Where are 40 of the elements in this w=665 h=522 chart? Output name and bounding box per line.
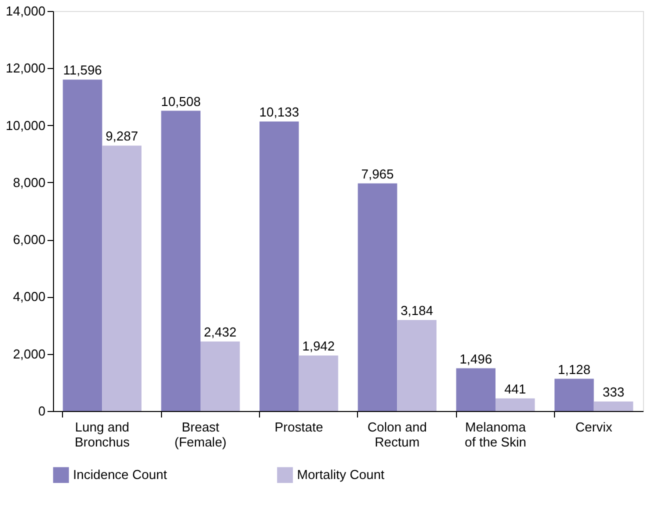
y-tick-label: 12,000 xyxy=(6,60,46,76)
data-label: 7,965 xyxy=(361,166,394,182)
x-tick-label: Breast (Female) xyxy=(174,420,227,450)
y-tick-label: 6,000 xyxy=(12,232,46,248)
x-tick-label: Prostate xyxy=(274,420,324,434)
y-tick-label: 8,000 xyxy=(12,174,46,190)
x-tick-label: Lung and Bronchus xyxy=(74,420,130,450)
bar xyxy=(102,146,142,411)
data-label: 3,184 xyxy=(400,303,434,318)
data-label: 1,128 xyxy=(558,362,590,377)
bar xyxy=(62,80,102,411)
data-label: 1,942 xyxy=(302,338,335,354)
y-tick-label: 4,000 xyxy=(12,289,46,304)
bar xyxy=(200,342,240,411)
legend-label: Mortality Count xyxy=(297,467,385,482)
bar xyxy=(298,356,338,411)
data-label: 2,432 xyxy=(204,324,236,340)
data-label: 10,508 xyxy=(160,94,201,109)
bar xyxy=(260,121,299,411)
bar xyxy=(358,183,398,411)
bar xyxy=(397,320,436,411)
y-tick-label: 14,000 xyxy=(6,4,46,18)
x-tick-label: Melanoma of the Skin xyxy=(464,420,527,450)
bar xyxy=(161,110,200,411)
x-tick-label: Cervix xyxy=(575,420,613,434)
bar xyxy=(594,401,634,411)
data-label: 441 xyxy=(504,381,526,396)
bar xyxy=(456,368,496,411)
data-label: 333 xyxy=(602,384,624,400)
data-label: 9,287 xyxy=(106,128,138,144)
legend-label: Incidence Count xyxy=(73,467,168,482)
bar xyxy=(554,378,594,411)
y-tick-label: 2,000 xyxy=(12,346,46,362)
y-tick-label: 10,000 xyxy=(6,118,46,133)
x-tick-label: Colon and Rectum xyxy=(368,420,427,450)
data-label: 1,496 xyxy=(460,351,492,366)
y-tick-label: 0 xyxy=(38,404,46,418)
data-label: 11,596 xyxy=(63,62,102,78)
data-label: 10,133 xyxy=(259,104,300,120)
bar xyxy=(496,398,535,411)
